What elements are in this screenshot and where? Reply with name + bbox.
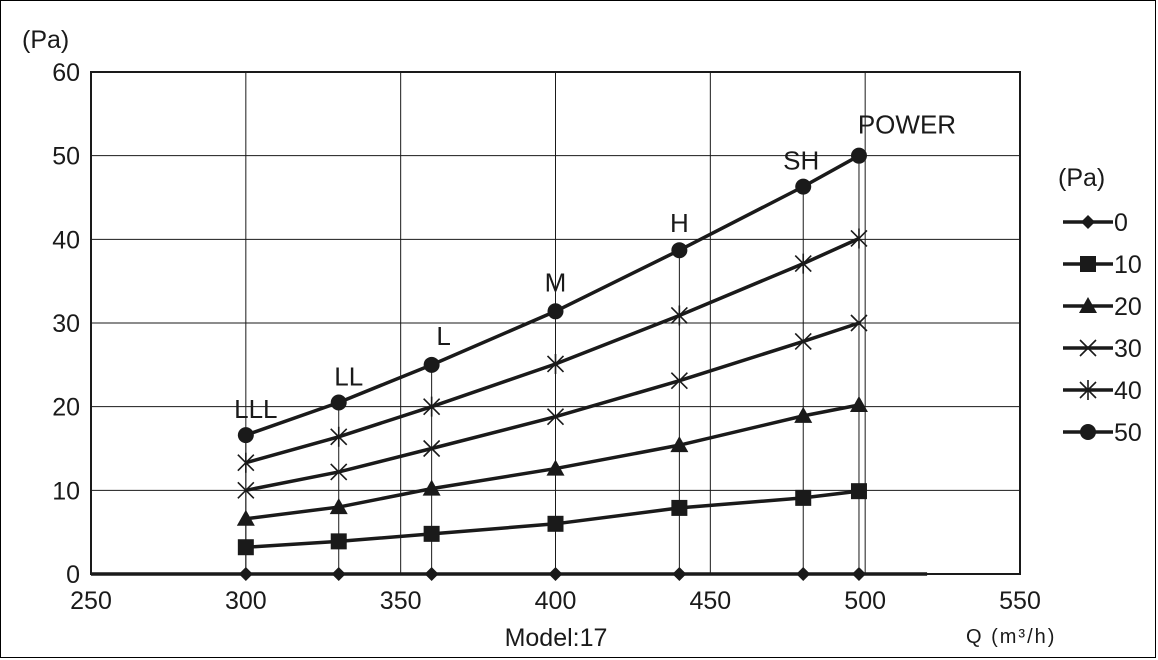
data-point-0 [424,567,439,581]
data-point-20 [329,498,348,515]
x-tick-label: 350 [380,587,422,615]
data-point-0 [796,567,811,581]
data-point-0 [548,567,563,581]
point-label: POWER [858,110,956,140]
series-markers [236,147,868,581]
data-point-20 [546,459,565,476]
y-tick-label: 30 [52,310,80,338]
x-tick-labels: 250 300 350 400 450 500 550 [70,587,1041,615]
data-point-0 [851,567,866,581]
data-point-0 [331,567,346,581]
x-tick-label: 500 [844,587,886,615]
point-label: LLL [234,394,277,424]
data-point-20 [422,479,441,496]
y-tick-label: 10 [52,477,80,505]
y-tick-label: 20 [52,394,80,422]
data-point-40 [794,253,812,274]
legend-label: 0 [1114,209,1128,237]
point-label: LL [334,361,363,391]
legend-label: 20 [1114,293,1142,321]
data-point-0 [672,567,687,581]
x-axis-label: Q (m³/h) [966,626,1056,648]
data-point-40 [423,396,441,417]
legend-marker [1080,424,1096,440]
x-tick-label: 450 [689,587,731,615]
data-point-50 [547,303,564,320]
y-tick-label: 40 [52,226,80,254]
data-point-50 [330,394,347,411]
legend-label: 30 [1114,335,1142,363]
legend-label: 40 [1114,377,1142,405]
data-point-50 [795,178,812,195]
data-point-50 [423,356,440,373]
legend-title: (Pa) [1058,164,1105,192]
legend-marker [1081,215,1095,229]
legend-marker [1079,339,1097,357]
data-point-10 [795,489,812,506]
legend-marker [1080,256,1096,272]
data-point-30 [423,439,441,458]
legend: (Pa) 0 10 20 30 40 50 [1058,164,1142,447]
point-label: L [436,321,450,351]
data-point-10 [237,539,254,556]
data-point-10 [330,533,347,550]
x-tick-label: 300 [225,587,267,615]
data-point-10 [547,515,564,532]
data-point-50 [671,242,688,259]
y-tick-label: 0 [66,561,80,589]
data-point-40 [330,426,348,447]
data-point-20 [794,406,813,423]
point-label: M [545,267,567,297]
data-point-40 [237,452,255,473]
data-point-40 [670,305,688,326]
data-point-30 [670,372,688,390]
data-point-10 [423,525,440,542]
y-axis-unit: (Pa) [22,26,69,54]
model-label: Model:17 [505,624,608,652]
data-point-10 [850,483,867,500]
legend-label: 10 [1114,251,1142,279]
data-point-20 [670,436,689,453]
data-point-30 [237,481,255,499]
x-tick-label: 250 [70,587,112,615]
series-lines [91,154,928,576]
y-tick-label: 60 [52,59,80,87]
point-label: SH [783,146,819,176]
data-point-30 [850,314,868,332]
y-tick-label: 50 [52,143,80,171]
legend-marker [1079,380,1097,400]
point-label: H [670,208,689,238]
y-tick-labels: 0 10 20 30 40 50 60 [52,59,80,589]
data-point-20 [236,509,255,526]
data-point-40 [850,228,868,249]
x-tick-label: 550 [999,587,1041,615]
data-point-40 [546,353,565,374]
data-point-50 [237,427,254,444]
data-point-30 [330,463,348,481]
data-point-0 [238,567,253,581]
data-point-10 [671,499,688,516]
data-point-30 [546,408,565,426]
legend-label: 50 [1114,419,1142,447]
data-point-30 [794,332,812,350]
data-point-20 [849,395,868,412]
legend-marker [1079,297,1097,313]
x-tick-label: 400 [535,587,577,615]
data-point-50 [850,147,867,164]
